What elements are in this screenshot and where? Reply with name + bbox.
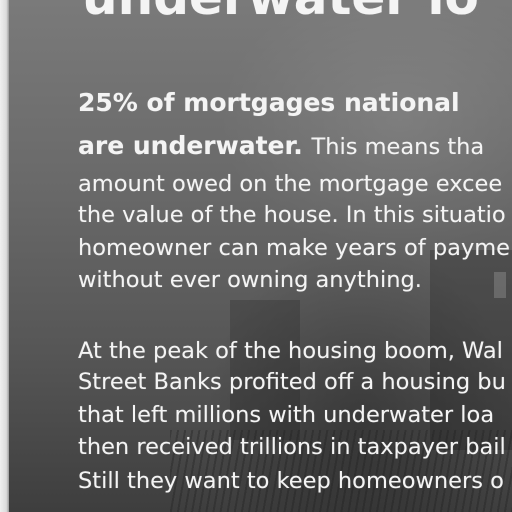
paragraph2-line-5: Still they want to keep homeowners o — [78, 468, 504, 494]
lead-line-2-bold: are underwater. — [78, 131, 303, 160]
paragraph2-line-3: that left millions with underwater loa — [78, 402, 495, 428]
lead-line-2: are underwater. This means tha — [78, 131, 484, 162]
paragraph1-line-4: the value of the house. In this situatio — [78, 202, 506, 228]
photo-building-left — [230, 300, 300, 440]
lead-line-2-rest: This means tha — [311, 134, 485, 160]
photo-building-right — [430, 250, 512, 450]
paragraph1-line-6: without ever owning anything. — [78, 267, 422, 293]
paragraph2-line-4: then received trillions in taxpayer bail — [78, 434, 506, 460]
photo-window — [494, 272, 506, 298]
paper-edge — [0, 0, 9, 512]
paragraph1-line-3: amount owed on the mortgage excee — [78, 171, 503, 197]
headline: underwater lo — [82, 0, 479, 26]
paragraph2-line-1: At the peak of the housing boom, Wal — [78, 338, 503, 364]
lead-line-1: 25% of mortgages national — [78, 88, 460, 117]
photo-roof-lines — [170, 430, 512, 512]
paragraph2-line-2: Street Banks profited off a housing bu — [78, 369, 506, 395]
paragraph1-line-5: homeowner can make years of payme — [78, 235, 511, 261]
